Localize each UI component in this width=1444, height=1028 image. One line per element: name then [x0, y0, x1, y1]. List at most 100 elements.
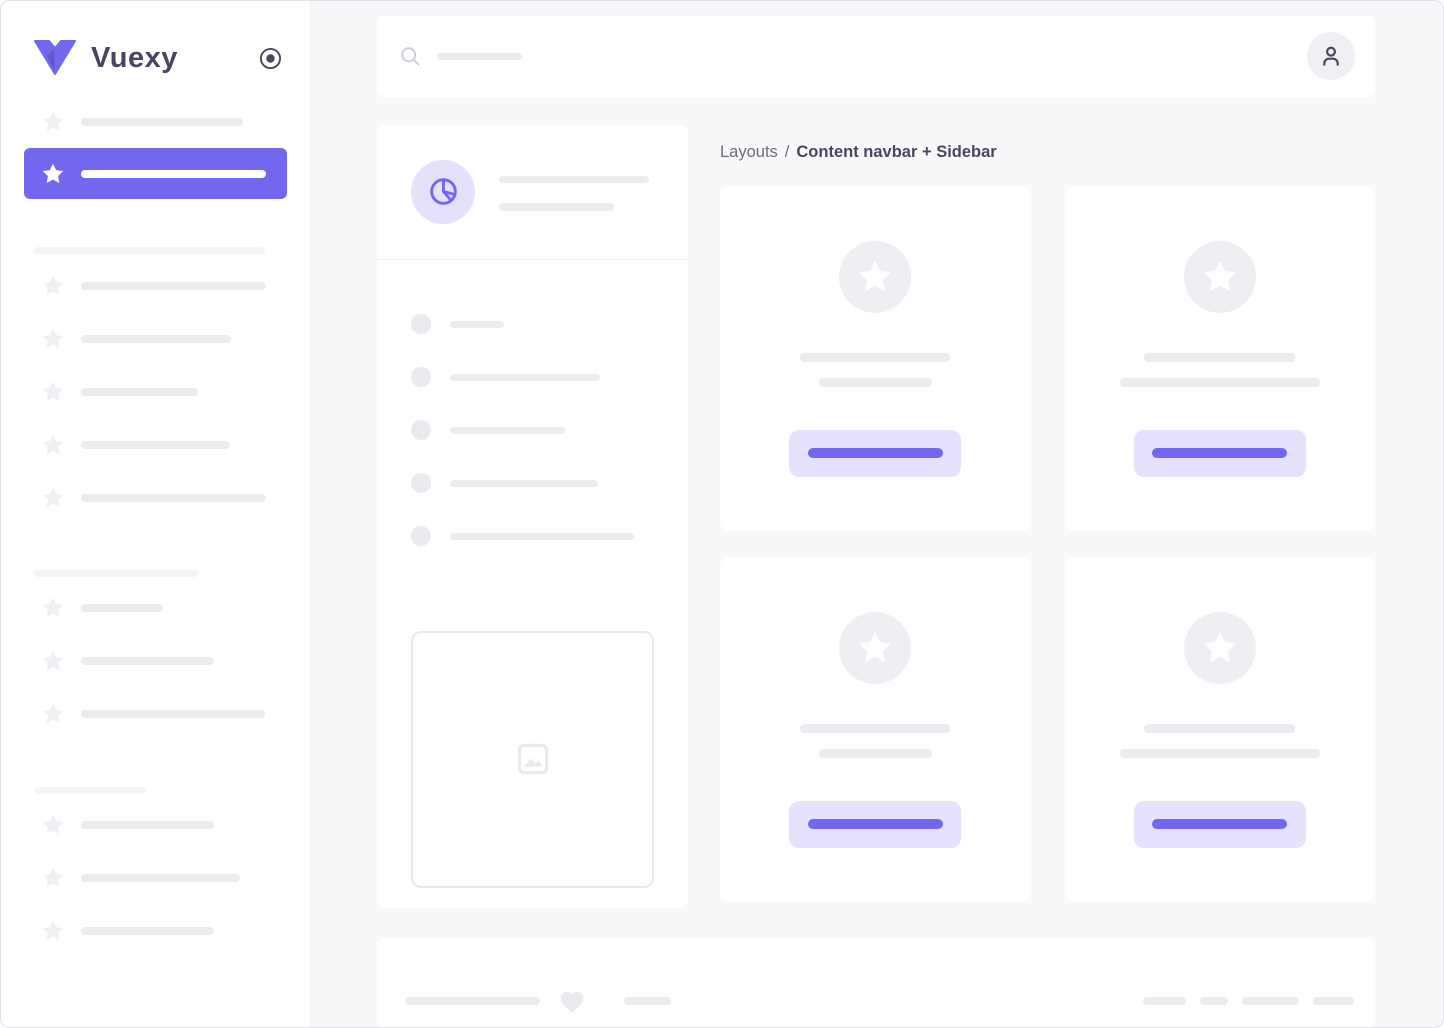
sidebar-menu-item[interactable] [1, 365, 310, 418]
menu-item-label-placeholder [81, 440, 230, 449]
footer-link-placeholder [1143, 996, 1186, 1005]
menu-item-label-placeholder [81, 820, 214, 829]
star-icon [41, 649, 65, 673]
sidebar-menu-item[interactable] [1, 581, 310, 634]
card-subtitle-placeholder [818, 748, 932, 758]
sidebar-menu-item[interactable] [1, 798, 310, 851]
panel-title-bar [499, 175, 649, 184]
sidebar-menu-item-active[interactable] [24, 148, 287, 199]
heart-icon [557, 986, 587, 1016]
sidebar-header: Vuexy [1, 34, 310, 82]
sidebar-menu [1, 96, 310, 957]
sidebar-menu-item[interactable] [1, 687, 310, 740]
menu-item-label-placeholder [81, 493, 266, 502]
panel-list-item[interactable] [411, 298, 654, 351]
sidebar-menu-item[interactable] [1, 259, 310, 312]
sidebar-menu-item[interactable] [1, 851, 310, 904]
side-panel-card [377, 124, 688, 908]
panel-title-placeholders [499, 160, 649, 259]
menu-item-label-placeholder [81, 873, 240, 882]
top-navbar [377, 16, 1375, 97]
card-subtitle-placeholder [818, 377, 932, 387]
image-placeholder-box [411, 630, 654, 888]
sidebar-menu-item[interactable] [1, 634, 310, 687]
sidebar-menu-item[interactable] [1, 471, 310, 524]
star-badge [839, 611, 912, 684]
menu-section-header-placeholder [34, 570, 198, 577]
menu-section-header-placeholder [34, 247, 265, 254]
panel-header [377, 125, 688, 260]
sidebar-menu-item[interactable] [1, 418, 310, 471]
card-title-placeholder [800, 352, 951, 362]
footer-link-placeholder [1242, 996, 1299, 1005]
menu-item-label-placeholder [81, 387, 198, 396]
list-item-label-placeholder [450, 320, 504, 328]
star-icon [41, 919, 65, 943]
panel-list-item[interactable] [411, 457, 654, 510]
star-icon [41, 162, 65, 186]
menu-item-label-placeholder [81, 118, 243, 126]
panel-title-bar [499, 203, 614, 212]
star-badge [1183, 611, 1256, 684]
footer-link-placeholder [1200, 996, 1228, 1005]
star-icon [41, 702, 65, 726]
star-icon [41, 596, 65, 620]
sidebar-pin-toggle-icon[interactable] [259, 47, 282, 70]
star-badge [1183, 240, 1256, 313]
image-icon [517, 744, 548, 775]
panel-option-list [377, 260, 688, 563]
card-action-button-placeholder[interactable] [1133, 800, 1306, 848]
button-label-placeholder [807, 448, 943, 459]
demo-card [1064, 186, 1375, 530]
bullet-circle [411, 367, 431, 388]
app-title: Vuexy [91, 41, 178, 74]
bullet-circle [411, 473, 431, 494]
card-title-placeholder [800, 723, 951, 733]
sidebar-menu-item[interactable] [1, 312, 310, 365]
menu-item-label-placeholder [81, 656, 214, 665]
footer-card [377, 937, 1375, 1027]
content-area: Layouts / Content navbar + Sidebar [377, 124, 1375, 908]
panel-list-item[interactable] [411, 510, 654, 563]
right-column: Layouts / Content navbar + Sidebar [720, 125, 1375, 908]
menu-item-label-placeholder [81, 926, 214, 935]
menu-item-label-placeholder [81, 334, 231, 343]
button-label-placeholder [1152, 819, 1288, 830]
demo-card [720, 186, 1031, 530]
list-item-label-placeholder [450, 479, 598, 487]
card-title-placeholder [1144, 352, 1296, 362]
bullet-circle [411, 314, 431, 335]
list-item-label-placeholder [450, 373, 600, 381]
card-subtitle-placeholder [1119, 748, 1320, 758]
bullet-circle [411, 526, 431, 547]
panel-list-item[interactable] [411, 404, 654, 457]
search-icon[interactable] [399, 45, 422, 68]
panel-list-item[interactable] [411, 351, 654, 404]
card-action-button-placeholder[interactable] [789, 800, 962, 848]
menu-item-label-placeholder [81, 281, 266, 290]
list-item-label-placeholder [450, 532, 634, 540]
star-icon [41, 327, 65, 351]
user-avatar[interactable] [1307, 32, 1355, 81]
menu-item-label-placeholder [81, 603, 163, 612]
footer-links [1143, 996, 1354, 1005]
breadcrumb-parent[interactable]: Layouts [720, 142, 778, 161]
card-action-button-placeholder[interactable] [1133, 429, 1306, 477]
button-label-placeholder [807, 819, 943, 830]
vuexy-logo-icon [34, 40, 76, 76]
main-area: Layouts / Content navbar + Sidebar [311, 1, 1443, 1027]
card-subtitle-placeholder [1119, 377, 1320, 387]
sidebar-menu-item[interactable] [1, 96, 310, 148]
star-icon [41, 110, 65, 134]
breadcrumb-separator: / [784, 142, 790, 161]
sidebar-menu-item[interactable] [1, 904, 310, 957]
demo-card [720, 557, 1031, 901]
footer-link-placeholder [1313, 996, 1354, 1005]
pie-chart-icon [411, 159, 475, 224]
user-icon [1323, 47, 1339, 67]
search-input-placeholder[interactable] [437, 52, 522, 60]
card-grid [720, 186, 1375, 901]
card-action-button-placeholder[interactable] [789, 429, 962, 477]
star-badge [839, 240, 912, 313]
